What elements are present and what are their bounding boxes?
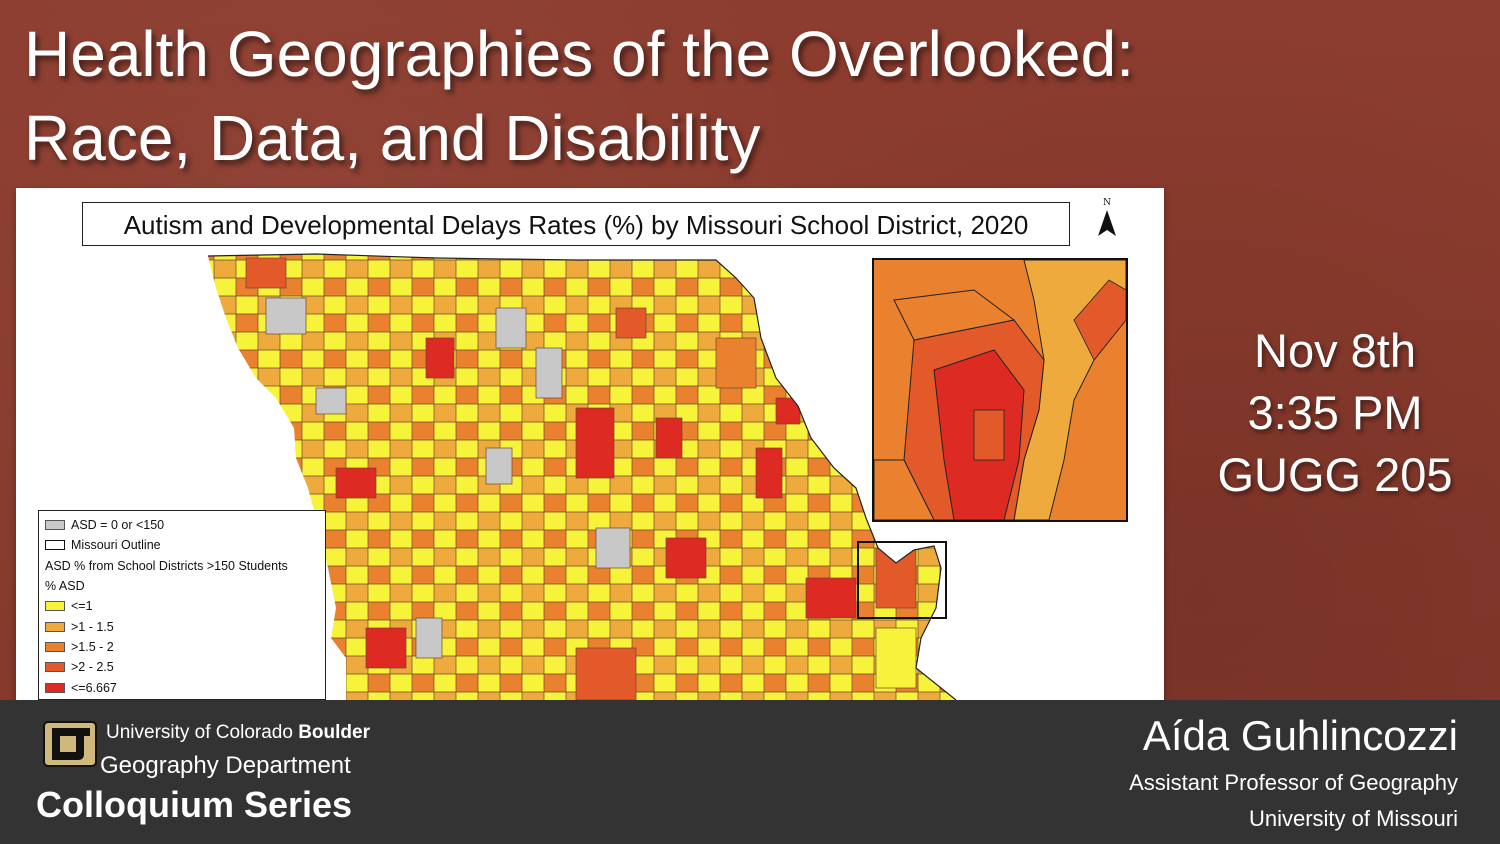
university-name-bold: Boulder: [298, 722, 370, 743]
title-line-2: Race, Data, and Disability: [24, 102, 761, 174]
legend-item: <=1: [45, 596, 325, 616]
map-figure: Autism and Developmental Delays Rates (%…: [16, 188, 1164, 700]
university-name: University of Colorado Boulder: [106, 722, 370, 744]
legend-label: Missouri Outline: [71, 538, 161, 553]
cu-logo-icon: [43, 721, 97, 767]
legend-label: >1.5 - 2: [71, 639, 114, 654]
legend-label: ASD % from School Districts >150 Student…: [45, 558, 288, 573]
legend-item: >2 - 2.5: [45, 657, 325, 677]
map-title: Autism and Developmental Delays Rates (%…: [82, 202, 1070, 246]
event-details: Nov 8th 3:35 PM GUGG 205: [1180, 320, 1490, 506]
legend-label: <=1: [71, 599, 93, 614]
speaker-name: Aída Guhlincozzi: [1142, 712, 1458, 759]
inset-locator-box: [857, 541, 947, 619]
legend-swatch: [45, 601, 65, 612]
legend-swatch: [45, 540, 65, 551]
legend-item: >1.5 - 2: [45, 637, 325, 657]
legend-label: % ASD: [45, 579, 85, 594]
inset-map: [872, 258, 1128, 522]
north-label: N: [1103, 198, 1111, 208]
legend-item: >1 - 1.5: [45, 616, 325, 636]
footer-bar: University of Colorado Boulder Geography…: [0, 700, 1500, 844]
event-time: 3:35 PM: [1247, 386, 1423, 439]
legend-swatch: [45, 621, 65, 632]
map-legend: ASD = 0 or <150 Missouri Outline ASD % f…: [38, 510, 326, 700]
legend-label: <=6.667: [71, 680, 117, 695]
speaker-affiliation: University of Missouri: [1248, 806, 1458, 831]
legend-swatch: [45, 662, 65, 673]
legend-label: >2 - 2.5: [71, 660, 114, 675]
legend-label: ASD = 0 or <150: [71, 518, 165, 533]
speaker-role: Assistant Professor of Geography: [1129, 770, 1458, 795]
north-arrow-icon: N: [1096, 198, 1118, 246]
legend-label: >1 - 1.5: [71, 619, 114, 634]
inset-st-louis-map: [874, 260, 1126, 520]
slide-title: Health Geographies of the Overlooked: Ra…: [24, 12, 1464, 180]
event-room: GUGG 205: [1217, 448, 1453, 501]
department-name: Geography Department: [100, 752, 351, 779]
series-name: Colloquium Series: [36, 784, 353, 825]
missouri-district-map: [207, 253, 957, 700]
legend-item: ASD = 0 or <150: [45, 515, 325, 535]
legend-swatch: [45, 641, 65, 652]
legend-heading: ASD % from School Districts >150 Student…: [45, 556, 325, 576]
legend-item: Missouri Outline: [45, 535, 325, 555]
university-name-regular: University of Colorado: [106, 722, 299, 743]
title-line-1: Health Geographies of the Overlooked:: [24, 18, 1134, 90]
legend-swatch: [45, 520, 65, 531]
event-date: Nov 8th: [1254, 324, 1416, 377]
legend-heading: % ASD: [45, 576, 325, 596]
legend-swatch: [45, 682, 65, 693]
legend-item: <=6.667: [45, 677, 325, 697]
